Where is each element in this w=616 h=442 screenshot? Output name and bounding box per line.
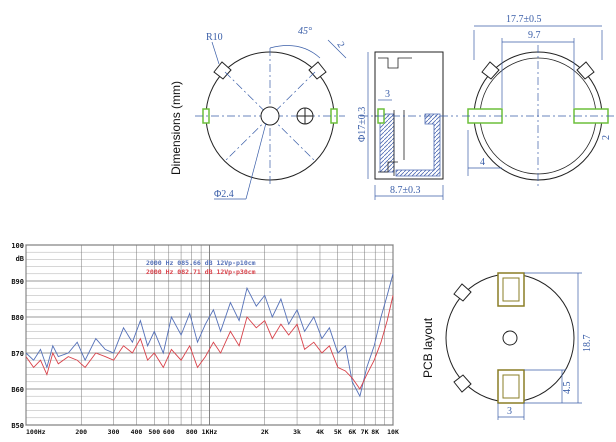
dimensions-title: Dimensions (mm) (169, 81, 183, 175)
chart-x-tick-label: 800 (186, 428, 198, 436)
front-view: Dimensions (mm) R10 45° 2 Φ2.4 (169, 26, 346, 200)
side-height-label: 8.7±0.3 (390, 185, 421, 196)
chart-x-tick-label: 1KHz (202, 428, 218, 436)
front-small-label: 2 (334, 40, 346, 50)
chart-x-tick-label: 8K (371, 428, 379, 436)
chart-x-tick-label: 600 (163, 428, 175, 436)
chart-x-tick-label: 10K (387, 428, 399, 436)
back-tab-left (481, 61, 500, 80)
side-view: Φ17±0.3 3 8.7±0.3 (357, 51, 458, 200)
chart-series-line-1 (25, 273, 394, 398)
chart-y-tick-label: B60 (11, 386, 24, 394)
pcb-title: PCB layout (421, 317, 435, 378)
chart-x-tick-label: 5K (334, 428, 342, 436)
frequency-response-chart: 100 B90 B80 B70 B60 B50 dB 100Hz 200 300 400 500 600… (11, 242, 399, 436)
back-pin-label: 4 (480, 157, 485, 168)
chart-y-tick-label: B70 (11, 350, 24, 358)
chart-x-tick-label: 400 (131, 428, 143, 436)
chart-x-tick-label: 500 (148, 428, 160, 436)
pcb-width-label: 3 (507, 406, 512, 417)
chart-x-tick-label: 100Hz (26, 428, 46, 436)
chart-y-unit-label: dB (16, 255, 24, 263)
radius-label: R10 (206, 32, 223, 43)
chart-y-tick-label: B50 (11, 422, 24, 430)
back-width-label: 17.7±0.5 (506, 14, 542, 25)
side-diameter-label: Φ17±0.3 (357, 107, 368, 142)
chart-x-tick-label: 7K (361, 428, 369, 436)
back-side-label: 2 (601, 135, 612, 140)
front-diagonal-a (224, 71, 317, 163)
front-tab-right (308, 61, 327, 80)
chart-x-tick-label: 4K (316, 428, 324, 436)
side-hatch-right (395, 113, 441, 177)
chart-legend-entry-2: 2000 Hz 082.71 dB 12Vp-p30cm (146, 268, 256, 276)
chart-legend-entry-1: 2000 Hz 085.66 dB 12Vp-p10cm (146, 259, 256, 267)
chart-x-tick-label: 300 (108, 428, 120, 436)
angle-label: 45° (298, 26, 312, 37)
chart-y-tick-label: B80 (11, 314, 24, 322)
chart-series-line-2 (25, 295, 394, 390)
pcb-center-hole (502, 330, 518, 346)
front-tab-left (213, 61, 232, 80)
chart-x-tick-label: 6K (348, 428, 356, 436)
chart-y-tick-label: B90 (11, 278, 24, 286)
hole-label: Φ2.4 (214, 189, 234, 200)
chart-x-tick-label: 200 (75, 428, 87, 436)
side-pin-label: 3 (385, 89, 390, 100)
back-tab-right (576, 61, 595, 80)
chart-x-tick-label: 2K (261, 428, 269, 436)
pcb-tab-bottom (453, 374, 472, 393)
front-diagonal-b (223, 71, 316, 163)
chart-x-tick-label: 3k (293, 428, 301, 436)
pcb-layout: PCB layout 18.7 4.5 3 (421, 272, 593, 420)
pcb-height-label: 18.7 (582, 335, 593, 353)
chart-y-tick-label: 100 (11, 242, 24, 250)
back-view: 17.7±0.5 9.7 4 2 (462, 14, 615, 186)
pcb-tab-top (453, 283, 472, 302)
back-inner-label: 9.7 (528, 30, 541, 41)
pcb-pad-label: 4.5 (562, 382, 573, 395)
front-sound-hole (260, 106, 280, 126)
